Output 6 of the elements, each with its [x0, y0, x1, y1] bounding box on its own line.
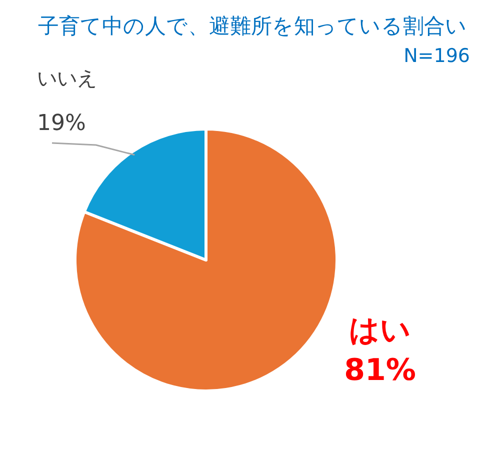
slice-label: はい	[349, 313, 411, 348]
data-label: 19%	[37, 111, 86, 136]
subtitle: N=196	[404, 45, 470, 67]
slice-label: いいえ	[37, 66, 97, 90]
data-label: 81%	[344, 353, 416, 388]
title: 子育て中の人で、避難所を知っている割合い	[38, 14, 467, 38]
